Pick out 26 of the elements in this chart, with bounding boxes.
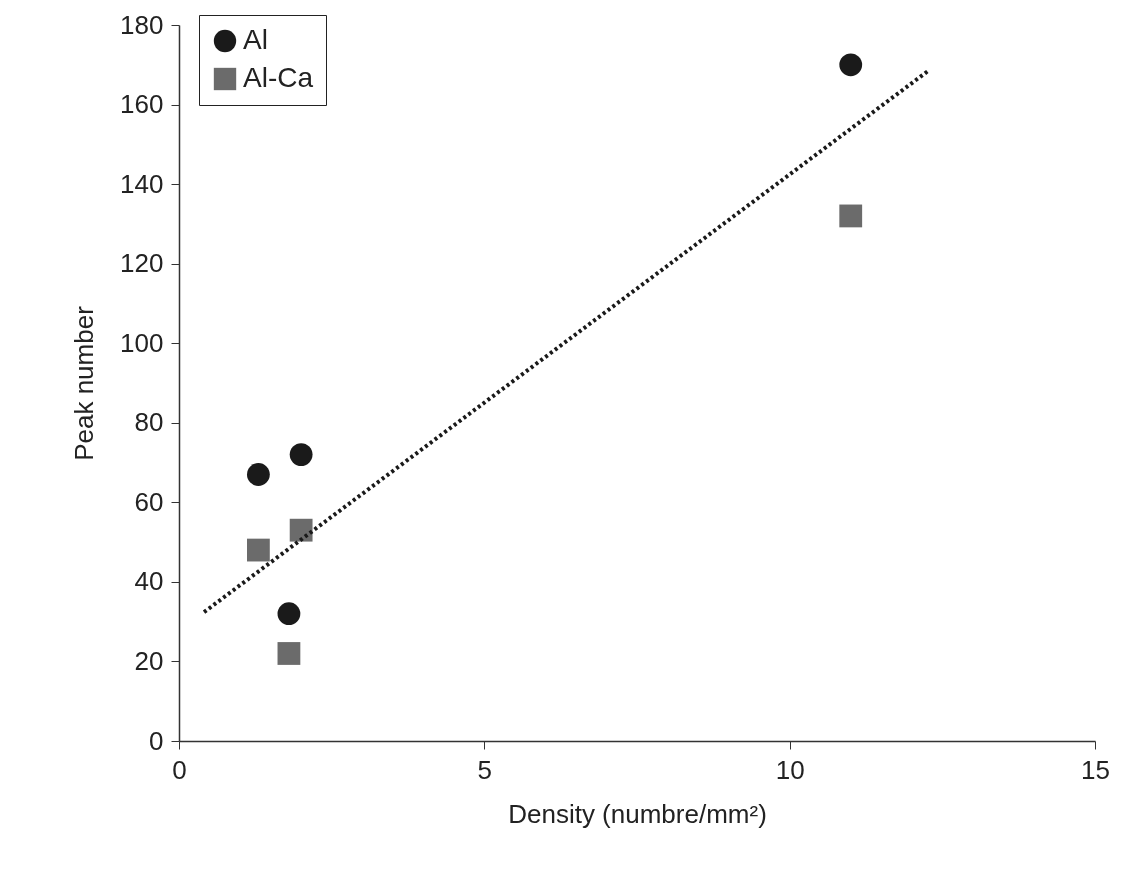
y-tick-label: 180	[120, 9, 164, 40]
point	[277, 602, 301, 626]
y-tick-label: 140	[120, 168, 164, 199]
point	[289, 443, 313, 466]
legend-label: Al-Ca	[243, 62, 314, 93]
y-tick-label: 160	[120, 89, 164, 120]
x-tick-label: 15	[1081, 754, 1110, 785]
x-axis-title: Density (numbre/mm²)	[508, 798, 767, 829]
point	[289, 518, 313, 542]
x-tick-label: 5	[477, 754, 493, 785]
point	[277, 642, 301, 665]
point	[246, 538, 270, 562]
point	[246, 463, 270, 486]
x-tick-label: 10	[775, 754, 805, 785]
y-tick-label: 100	[120, 327, 164, 358]
y-tick-label: 80	[134, 407, 164, 438]
x-tick-label: 0	[172, 754, 187, 785]
point	[839, 204, 863, 228]
y-tick-label: 40	[134, 566, 164, 597]
y-axis-title: Peak number	[69, 305, 100, 461]
y-tick-label: 0	[149, 725, 164, 756]
legend-label: Al	[243, 24, 268, 55]
y-tick-label: 20	[134, 645, 164, 676]
point	[839, 53, 863, 77]
y-tick-label: 60	[134, 486, 164, 517]
y-tick-label: 120	[120, 248, 164, 279]
